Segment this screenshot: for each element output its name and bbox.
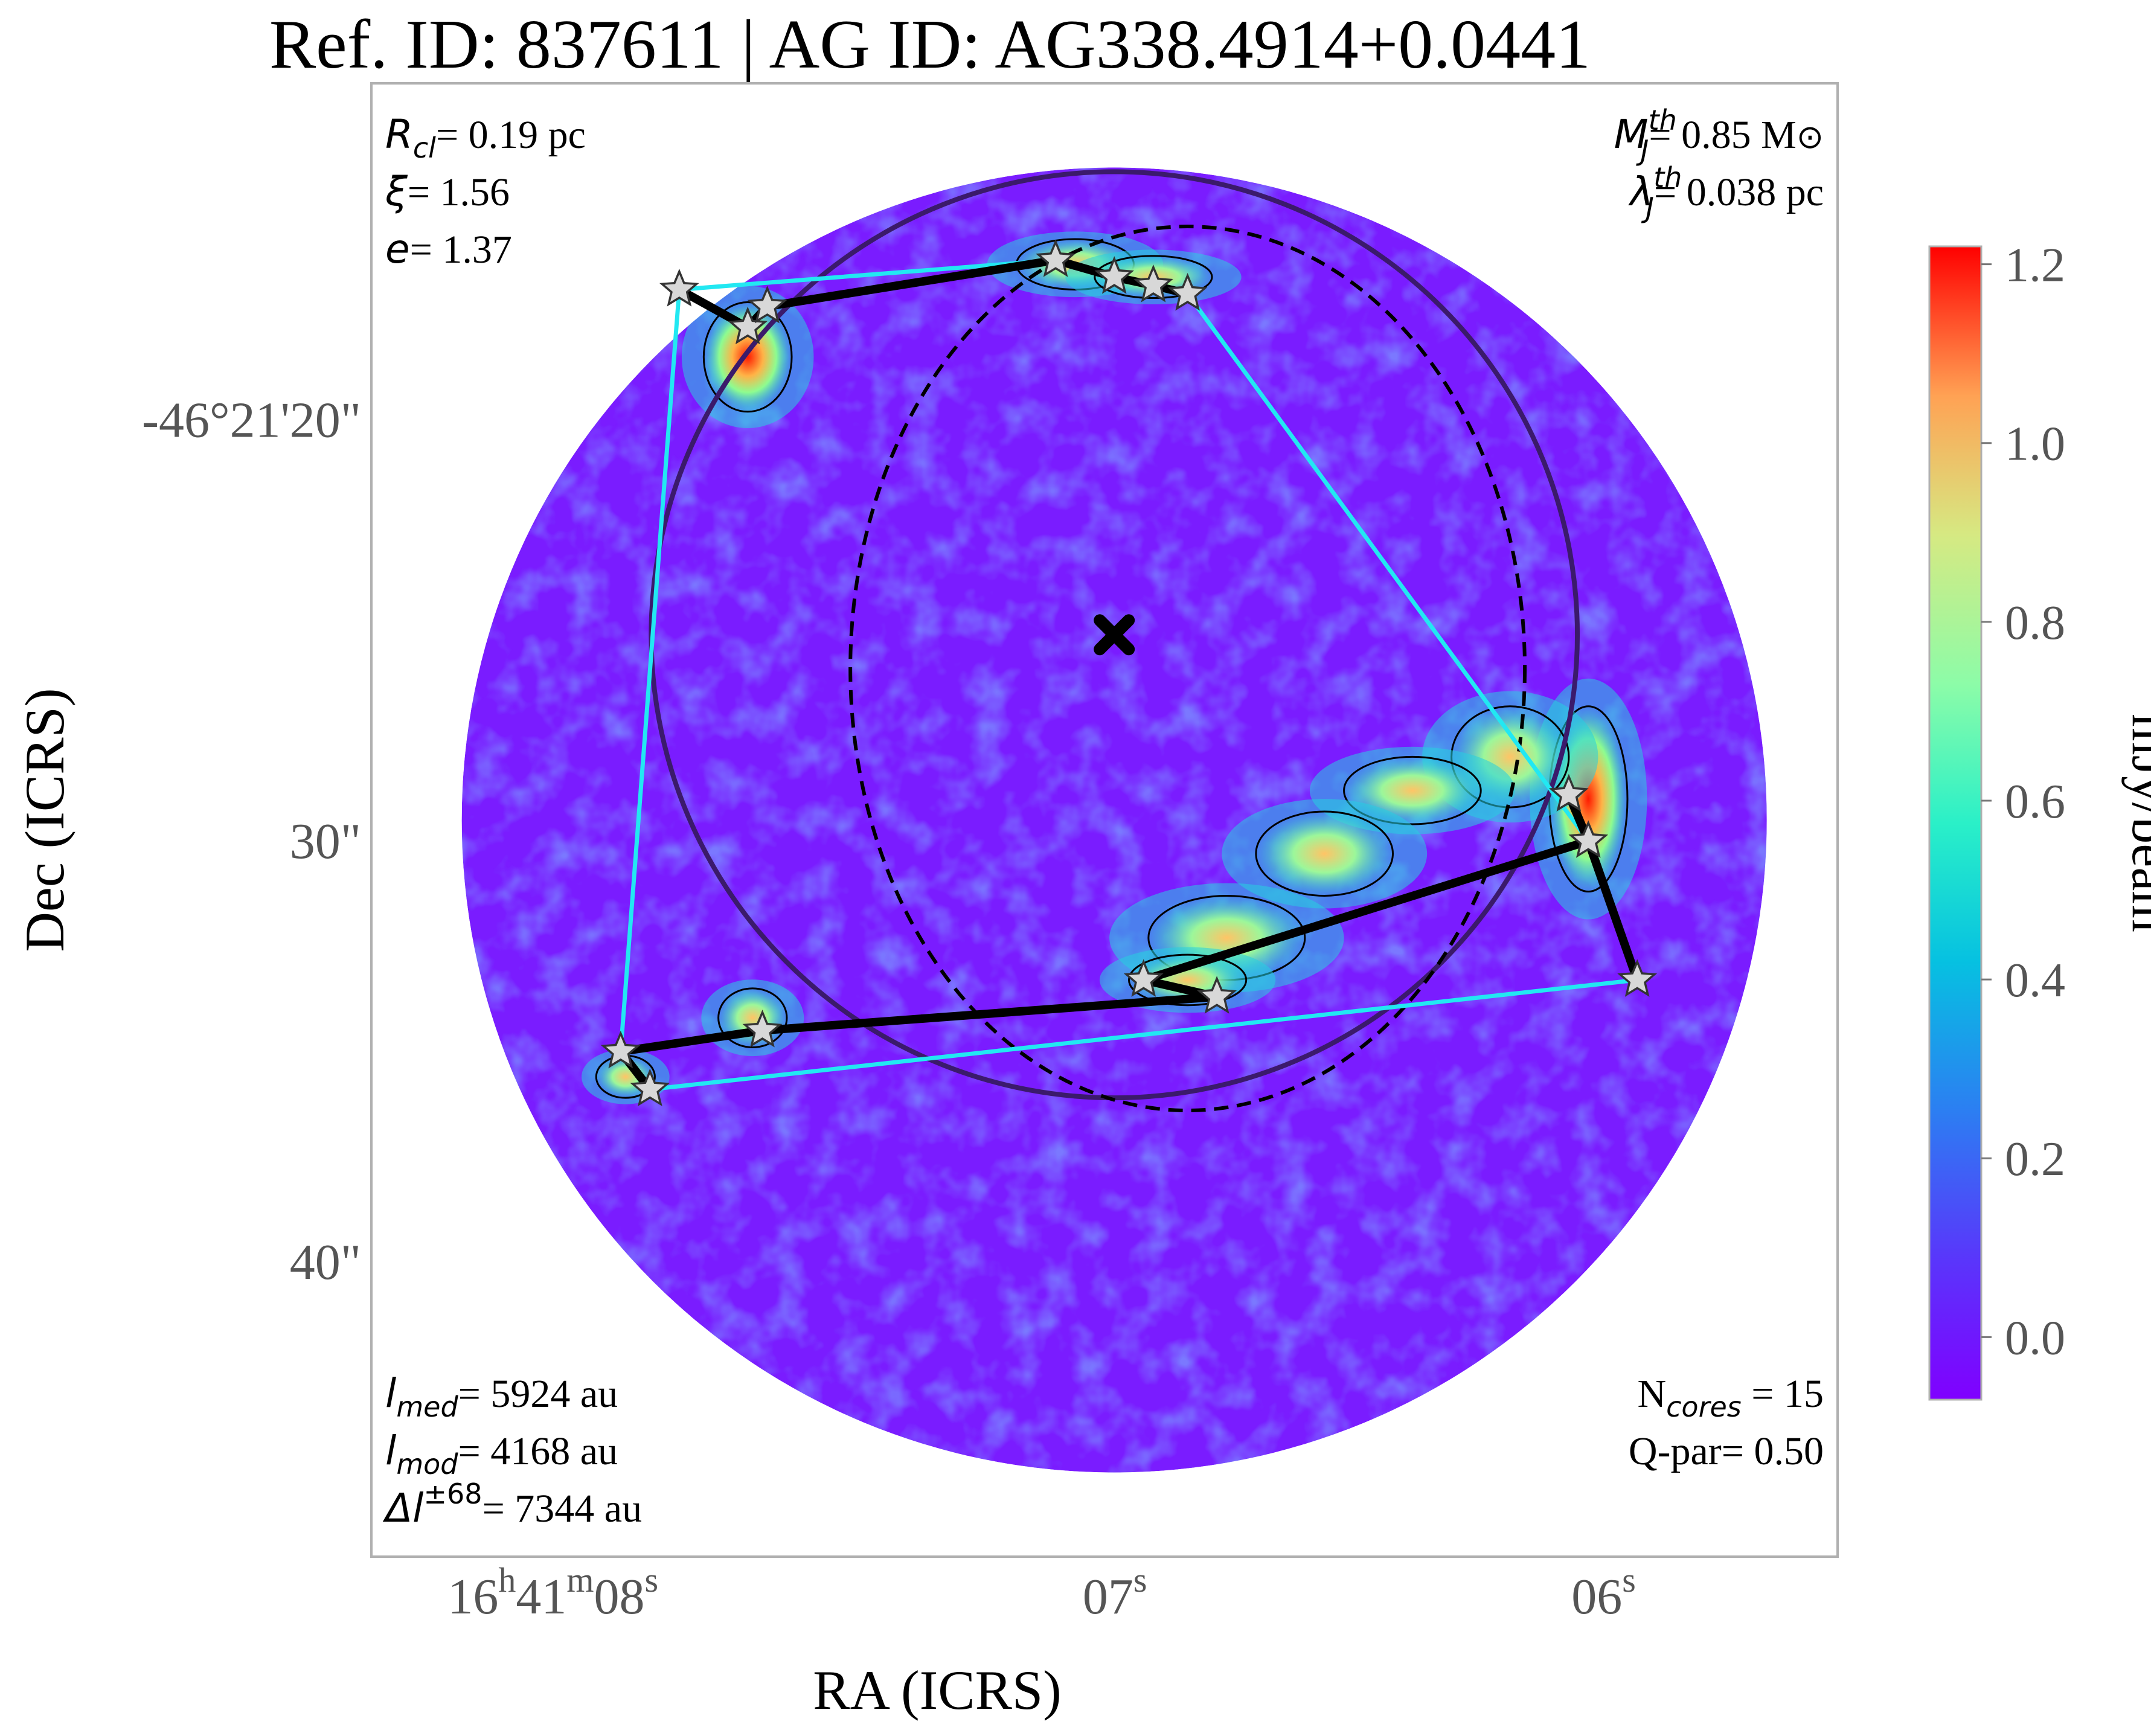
chart-title: Ref. ID: 837611 | AG ID: AG338.4914+0.04… (269, 6, 1591, 83)
annotation-text: ξ= 1.56 (385, 168, 510, 215)
x-tick-label: 07s (1083, 1560, 1147, 1625)
annotation-text: Ncores = 15 (1637, 1372, 1824, 1423)
mst-edge (1584, 836, 1642, 984)
colorbar-tick-label: 0.8 (2005, 597, 2065, 650)
colorbar-tick-label: 1.2 (2005, 239, 2065, 292)
y-tick-label: 30" (290, 813, 361, 870)
annotation-text: Q-par= 0.50 (1629, 1429, 1824, 1473)
colorbar-gradient (1928, 245, 1983, 1401)
x-axis-ticks: 16h41m08s 07s 06s (447, 1560, 1635, 1625)
core-ellipse-dashed (848, 225, 1527, 1113)
core-star-marker (1197, 976, 1237, 1014)
mst-edge (616, 1026, 767, 1056)
core-star-marker (1036, 239, 1076, 277)
y-axis-ticks: -46°21'20" 30" 40" (142, 392, 361, 1290)
annotation-text: e= 1.37 (385, 226, 512, 272)
core-star-marker (747, 285, 787, 324)
x-tick-label: 16h41m08s (447, 1560, 658, 1625)
core-star-marker (1167, 273, 1208, 311)
x-tick: 06s (1571, 1560, 1636, 1625)
mst-edge (758, 992, 1222, 1035)
overlay (600, 169, 1658, 1113)
annotation-text: Rcl= 0.19 pc (385, 111, 586, 164)
colorbar-tick-label: 0.6 (2005, 775, 2065, 828)
y-tick-label: 40" (290, 1234, 361, 1290)
colorbar-label: mJy/beam (2121, 714, 2151, 932)
annotations: Rcl= 0.19 pcξ= 1.56 e= 1.37 Mth J= 0.85 M⊙λ… (382, 104, 1824, 1531)
core-star-marker (1133, 264, 1173, 303)
core-star-marker (1548, 774, 1589, 812)
core-star-marker (1568, 820, 1609, 858)
mst-edge (763, 255, 1060, 311)
x-tick: 07s (1083, 1560, 1147, 1625)
core-star-marker (1123, 959, 1164, 997)
core-star-marker (630, 1068, 670, 1107)
annotation-text: lmod= 4168 au (385, 1427, 618, 1481)
colorbar-tick-label: 0.4 (2005, 954, 2065, 1007)
plot-area (370, 82, 1839, 1558)
colorbar-tick-label: 0.2 (2005, 1133, 2065, 1186)
core-star-marker (659, 269, 699, 307)
y-tick-label: -46°21'20" (142, 392, 361, 449)
core-star-marker (1094, 256, 1135, 294)
mst-edge (1139, 836, 1593, 984)
annotation-text: Δl±68= 7344 au (382, 1478, 642, 1531)
emission-contour (1255, 810, 1394, 897)
emission-map (461, 167, 1767, 1473)
annotation-text: lmed= 5924 au (385, 1370, 618, 1423)
x-tick-label: 06s (1571, 1560, 1636, 1625)
x-axis-label: RA (ICRS) (813, 1659, 1062, 1721)
colorbar-ticks: 0.0 0.2 0.4 0.6 0.8 1.0 1.2 (1981, 239, 2065, 1365)
colorbar: 0.0 0.2 0.4 0.6 0.8 1.0 1.2 mJy/beam (1928, 239, 2151, 1401)
clump-center-marker (1094, 614, 1135, 656)
colorbar-tick-label: 0.0 (2005, 1312, 2065, 1365)
x-tick: 16h41m08s (447, 1560, 658, 1625)
y-axis-label: Dec (ICRS) (14, 688, 75, 952)
annotation-text: λth J= 0.038 pc (1628, 161, 1824, 224)
core-star-marker (1617, 959, 1658, 997)
annotation-text: Mth J= 0.85 M⊙ (1614, 104, 1824, 167)
colorbar-tick-label: 1.0 (2005, 418, 2065, 471)
core-star-marker (600, 1030, 641, 1069)
core-star-marker (728, 306, 768, 345)
core-star-marker (742, 1010, 783, 1048)
